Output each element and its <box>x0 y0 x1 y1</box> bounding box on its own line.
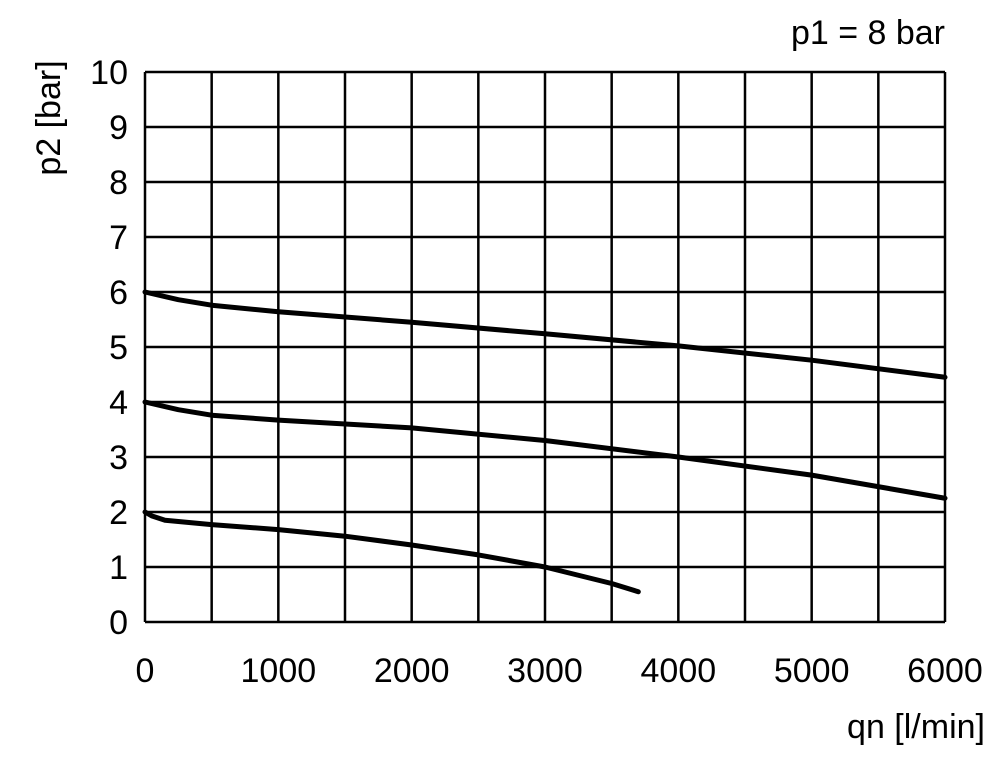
y-tick-label: 9 <box>109 109 128 147</box>
x-tick-label: 4000 <box>641 652 717 690</box>
y-tick-label: 1 <box>109 549 128 587</box>
y-tick-label: 8 <box>109 164 128 202</box>
annotation: p1 = 8 bar <box>791 14 945 52</box>
y-tick-label: 4 <box>109 384 128 422</box>
x-tick-label: 3000 <box>507 652 583 690</box>
series-lines <box>142 289 948 595</box>
x-tick-label: 2000 <box>374 652 450 690</box>
y-tick-label: 3 <box>109 439 128 477</box>
y-tick-label: 10 <box>90 54 128 92</box>
series-line-3 <box>142 509 641 595</box>
tick-labels: 0 1000 2000 3000 4000 5000 6000 0 1 2 3 4 5 6 7 8 9 10 <box>90 54 983 690</box>
x-tick-label: 0 <box>136 652 155 690</box>
x-tick-label: 6000 <box>907 652 983 690</box>
series-line-1 <box>142 289 948 380</box>
y-tick-label: 7 <box>109 219 128 257</box>
x-axis-label: qn [l/min] <box>847 708 985 746</box>
x-tick-label: 5000 <box>774 652 850 690</box>
grid <box>143 70 947 624</box>
y-tick-label: 2 <box>109 494 128 532</box>
y-tick-label: 6 <box>109 274 128 312</box>
y-tick-label: 0 <box>109 604 128 642</box>
y-tick-label: 5 <box>109 329 128 367</box>
x-tick-label: 1000 <box>241 652 317 690</box>
y-axis-label: p2 [bar] <box>30 60 68 175</box>
series-line-2 <box>142 399 948 501</box>
